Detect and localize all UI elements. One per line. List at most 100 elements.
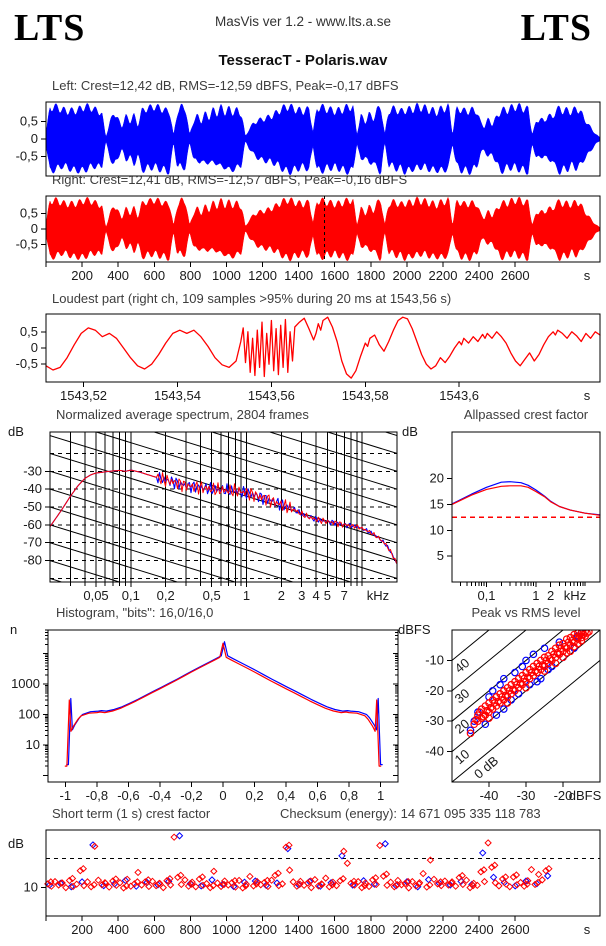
masvis-version-text: MasVis ver 1.2 - www.lts.a.se xyxy=(214,14,392,29)
left-channel-stats: Left: Crest=12,42 dB, RMS=-12,59 dBFS, P… xyxy=(52,78,399,93)
svg-text:0,5: 0,5 xyxy=(20,205,38,220)
peak-rms-chart: 0 dB 10 20 30 40 -10 -20 -30 -40 -40 -30 -20 dBFS xyxy=(425,629,602,803)
lts-logo-left: LTS xyxy=(14,7,86,49)
svg-text:1800: 1800 xyxy=(356,922,385,937)
loudest-part-title: Loudest part (right ch, 109 samples >95%… xyxy=(52,291,452,306)
svg-text:-30: -30 xyxy=(425,713,444,728)
svg-text:0,1: 0,1 xyxy=(477,588,495,603)
svg-text:4: 4 xyxy=(313,588,320,603)
lts-logo-right: LTS xyxy=(520,7,592,49)
svg-text:2200: 2200 xyxy=(429,268,458,283)
svg-text:10: 10 xyxy=(24,879,38,894)
track-title: TesseracT - Polaris.wav xyxy=(218,52,388,69)
svg-text:15: 15 xyxy=(430,496,444,511)
svg-text:5: 5 xyxy=(437,548,444,563)
svg-text:2600: 2600 xyxy=(501,922,530,937)
svg-text:-0,2: -0,2 xyxy=(180,788,202,803)
svg-text:1543,54: 1543,54 xyxy=(154,388,201,403)
svg-text:-20: -20 xyxy=(554,788,573,803)
svg-text:0: 0 xyxy=(219,788,226,803)
svg-text:2: 2 xyxy=(278,588,285,603)
svg-text:7: 7 xyxy=(341,588,348,603)
svg-text:1200: 1200 xyxy=(248,268,277,283)
svg-text:-0,8: -0,8 xyxy=(86,788,108,803)
spectrum-db-label-left: dB xyxy=(8,424,24,439)
svg-text:5: 5 xyxy=(324,588,331,603)
histogram-n-label: n xyxy=(10,622,18,637)
svg-text:-0,5: -0,5 xyxy=(16,356,38,371)
svg-text:0,5: 0,5 xyxy=(203,588,221,603)
svg-text:-60: -60 xyxy=(23,517,42,532)
svg-text:2400: 2400 xyxy=(465,922,494,937)
svg-text:s: s xyxy=(584,922,591,937)
svg-text:1543,6: 1543,6 xyxy=(439,388,479,403)
svg-text:10: 10 xyxy=(26,737,40,752)
svg-text:600: 600 xyxy=(143,268,165,283)
svg-text:s: s xyxy=(584,268,591,283)
svg-text:-0,4: -0,4 xyxy=(149,788,171,803)
svg-text:-30: -30 xyxy=(23,463,42,478)
svg-text:0,05: 0,05 xyxy=(83,588,108,603)
svg-text:-50: -50 xyxy=(23,499,42,514)
svg-text:0: 0 xyxy=(31,340,38,355)
svg-text:kHz: kHz xyxy=(367,588,389,603)
allpassed-crest-chart: 20 15 10 5 0,1 1 2 kHz xyxy=(430,431,601,603)
shortterm-title: Short term (1 s) crest factor xyxy=(52,806,211,821)
svg-text:kHz: kHz xyxy=(564,588,586,603)
svg-text:2400: 2400 xyxy=(465,268,494,283)
svg-text:1800: 1800 xyxy=(356,268,385,283)
svg-text:1000: 1000 xyxy=(212,268,241,283)
svg-text:0,4: 0,4 xyxy=(277,788,295,803)
spectrum-chart: -30 -40 -50 -60 -70 -80 0,05 0,1 0,2 0,5 1 2 3 4 5 7 kHz xyxy=(23,431,398,603)
svg-text:200: 200 xyxy=(71,922,93,937)
svg-text:s: s xyxy=(584,388,591,403)
svg-text:800: 800 xyxy=(180,268,202,283)
svg-text:1543,52: 1543,52 xyxy=(60,388,107,403)
svg-text:3: 3 xyxy=(298,588,305,603)
svg-text:800: 800 xyxy=(180,922,202,937)
svg-text:-10: -10 xyxy=(425,652,444,667)
svg-text:0,5: 0,5 xyxy=(20,324,38,339)
shortterm-crest-chart: 10 200 400 600 800 1000 1200 1400 1600 1800 2000 22… xyxy=(24,829,601,937)
peak-rms-dbfs-label: dBFS xyxy=(398,622,431,637)
svg-text:-0,6: -0,6 xyxy=(117,788,139,803)
histogram-title: Histogram, "bits": 16,0/16,0 xyxy=(56,605,214,620)
peak-rms-title: Peak vs RMS level xyxy=(471,605,581,620)
svg-text:0,8: 0,8 xyxy=(340,788,358,803)
loudest-part-chart: 0,5 0 -0,5 1543,52 1543,54 1543,56 1543,58 1543… xyxy=(16,313,601,403)
svg-text:0,1: 0,1 xyxy=(122,588,140,603)
svg-text:0: 0 xyxy=(31,221,38,236)
svg-text:-20: -20 xyxy=(425,683,444,698)
svg-text:2600: 2600 xyxy=(501,268,530,283)
svg-text:1: 1 xyxy=(377,788,384,803)
spectrum-title: Normalized average spectrum, 2804 frames xyxy=(56,407,309,422)
svg-text:1543,56: 1543,56 xyxy=(248,388,295,403)
svg-text:1543,58: 1543,58 xyxy=(342,388,389,403)
svg-text:1000: 1000 xyxy=(11,676,40,691)
svg-text:1400: 1400 xyxy=(284,268,313,283)
svg-text:400: 400 xyxy=(107,922,129,937)
svg-text:1200: 1200 xyxy=(248,922,277,937)
svg-text:1: 1 xyxy=(243,588,250,603)
right-waveform-chart: 0,5 0 -0,5 200 400 600 800 1000 1200 1400 1600 1800… xyxy=(16,195,601,283)
svg-text:2000: 2000 xyxy=(392,268,421,283)
svg-text:0,5: 0,5 xyxy=(20,113,38,128)
svg-text:10: 10 xyxy=(430,522,444,537)
svg-text:0,6: 0,6 xyxy=(309,788,327,803)
svg-text:600: 600 xyxy=(143,922,165,937)
svg-text:-40: -40 xyxy=(480,788,499,803)
svg-text:0,2: 0,2 xyxy=(157,588,175,603)
svg-text:-30: -30 xyxy=(517,788,536,803)
svg-text:1600: 1600 xyxy=(320,922,349,937)
svg-text:2200: 2200 xyxy=(429,922,458,937)
svg-text:1400: 1400 xyxy=(284,922,313,937)
shortterm-db-label: dB xyxy=(8,836,24,851)
left-waveform-chart: 0,5 0 -0,5 xyxy=(16,101,601,177)
svg-text:100: 100 xyxy=(18,706,40,721)
allpassed-title: Allpassed crest factor xyxy=(463,407,589,422)
svg-text:dBFS: dBFS xyxy=(569,788,602,803)
svg-text:1000: 1000 xyxy=(212,922,241,937)
checksum-text: Checksum (energy): 14 671 095 335 118 78… xyxy=(280,806,541,821)
svg-text:-40: -40 xyxy=(425,744,444,759)
